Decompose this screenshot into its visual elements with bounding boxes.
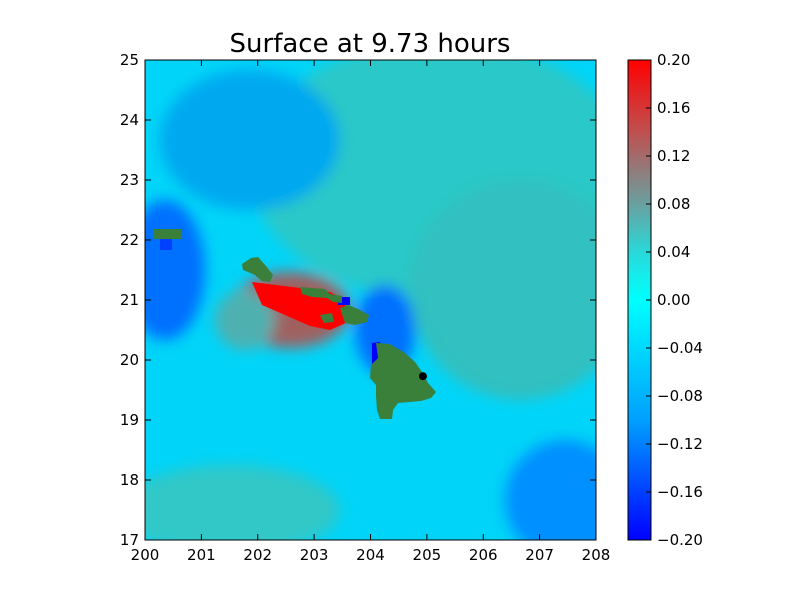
- x-tick-label: 200: [131, 546, 160, 564]
- low-field-west: [160, 238, 172, 250]
- field-blob-west-low: [145, 200, 205, 340]
- chart-title: Surface at 9.73 hours: [230, 29, 511, 59]
- x-tick-label: 204: [356, 546, 385, 564]
- colorbar-tick-label: 0.08: [657, 195, 690, 213]
- y-tick-label: 17: [120, 531, 139, 549]
- field-blob-west-tail: [215, 290, 275, 350]
- land-mask: [153, 229, 436, 419]
- field-blob-southeast-low: [505, 440, 596, 540]
- y-tick-label: 25: [120, 51, 139, 69]
- colorbar-tick-label: −0.04: [657, 339, 703, 357]
- colorbar-tick-label: 0.12: [657, 147, 690, 165]
- colorbar-tick-label: −0.12: [657, 435, 703, 453]
- colorbar-tick-label: 0.16: [657, 99, 690, 117]
- x-tick-label: 203: [300, 546, 329, 564]
- colorbar-gradient: [628, 60, 651, 540]
- x-tick-label: 202: [243, 546, 272, 564]
- field-blob-north-low: [160, 70, 340, 210]
- colorbar-tick-label: 0.20: [657, 51, 690, 69]
- colorbar-tick-label: −0.20: [657, 531, 703, 549]
- colorbar-ticks: 0.20 0.16 0.12 0.08 0.04 0.00 −0.04 −0.08 −0.12 −…: [646, 51, 703, 549]
- x-tick-label: 205: [413, 546, 442, 564]
- y-tick-label: 22: [120, 231, 139, 249]
- field-blob-east: [410, 180, 596, 400]
- surface-field: [145, 60, 596, 540]
- x-tick-label: 207: [525, 546, 554, 564]
- y-tick-label: 24: [120, 111, 139, 129]
- colorbar: 0.20 0.16 0.12 0.08 0.04 0.00 −0.04 −0.08 −0.12 −…: [627, 51, 703, 549]
- y-tick-label: 21: [120, 291, 139, 309]
- x-tick-label: 206: [469, 546, 498, 564]
- y-tick-label: 19: [120, 411, 139, 429]
- island-molokai-maui: [300, 287, 369, 325]
- x-tick-label: 208: [582, 546, 611, 564]
- y-axis: 17 18 19 20 21 22 23 24 25: [120, 51, 596, 549]
- colorbar-tick-label: −0.16: [657, 483, 703, 501]
- x-axis: 200 201 202 203 204 205 206 207 208: [131, 60, 611, 564]
- colorbar-tick-label: −0.08: [657, 387, 703, 405]
- plot-area: 200 201 202 203 204 205 206 207 208 17 18 19 20 21 22…: [120, 51, 611, 564]
- island-hawaii: [370, 343, 436, 419]
- field-blob-southwest: [145, 465, 340, 540]
- island-oahu: [242, 257, 273, 282]
- colorbar-tick-label: 0.04: [657, 243, 690, 261]
- low-field-maui-east: [338, 297, 350, 305]
- colorbar-tick-label: 0.00: [657, 291, 690, 309]
- island-lanai: [320, 313, 334, 323]
- gauge-marker: [418, 372, 427, 381]
- y-tick-label: 23: [120, 171, 139, 189]
- island-kauai: [153, 229, 181, 239]
- y-tick-label: 20: [120, 351, 139, 369]
- x-tick-label: 201: [187, 546, 216, 564]
- y-tick-label: 18: [120, 471, 139, 489]
